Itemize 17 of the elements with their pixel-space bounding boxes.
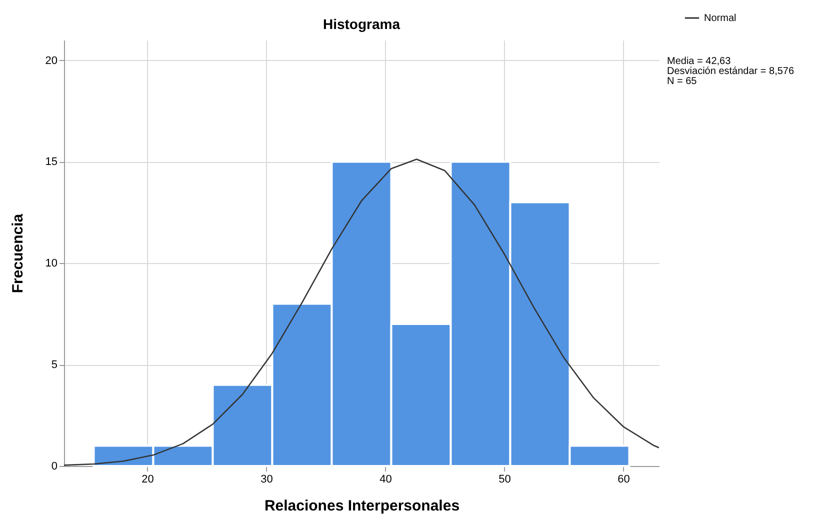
y-tick-label: 15 bbox=[45, 156, 58, 168]
y-tick-label: 0 bbox=[51, 460, 58, 472]
legend-label: Normal bbox=[704, 13, 736, 24]
x-tick-label: 60 bbox=[618, 474, 630, 486]
x-tick-label: 30 bbox=[260, 474, 273, 486]
y-tick-label: 20 bbox=[45, 54, 58, 67]
text: Desviación estándar = 8,576 bbox=[667, 66, 794, 77]
y-tick-label: 5 bbox=[51, 359, 58, 372]
x-tick-label: 50 bbox=[498, 474, 511, 486]
x-tick-label: 40 bbox=[380, 474, 392, 486]
x-tick-label: 20 bbox=[142, 474, 154, 486]
text: Media = 42,63 bbox=[667, 56, 732, 67]
y-tick-label: 10 bbox=[45, 258, 58, 270]
y-axis-title: Frecuencia bbox=[9, 213, 26, 294]
text: N = 65 bbox=[667, 76, 698, 87]
x-axis-title: Relaciones Interpersonales bbox=[264, 498, 460, 514]
chart-title: Histograma bbox=[322, 16, 400, 32]
